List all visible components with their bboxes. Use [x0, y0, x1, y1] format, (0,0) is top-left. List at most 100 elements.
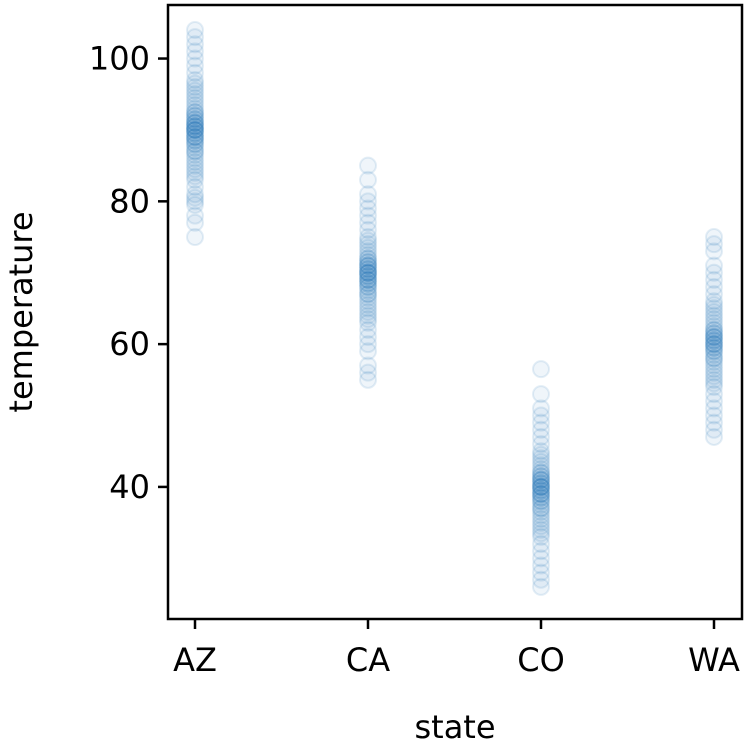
- data-point: [186, 35, 204, 54]
- data-point: [532, 481, 550, 500]
- data-point: [705, 292, 723, 311]
- data-point: [186, 70, 204, 89]
- data-point: [186, 103, 204, 122]
- data-point: [359, 278, 377, 297]
- data-point: [532, 420, 550, 439]
- data-point: [532, 535, 550, 554]
- data-point: [359, 270, 377, 289]
- data-point: [705, 349, 723, 368]
- data-point: [186, 160, 204, 179]
- data-point: [705, 338, 723, 357]
- data-point: [705, 327, 723, 346]
- data-point: [532, 406, 550, 425]
- data-point: [532, 495, 550, 514]
- data-point: [532, 442, 550, 461]
- data-point: [186, 195, 204, 214]
- data-point: [359, 288, 377, 307]
- data-point: [359, 306, 377, 325]
- data-point: [359, 263, 377, 282]
- data-point: [359, 363, 377, 382]
- data-point: [532, 513, 550, 532]
- data-point: [532, 556, 550, 575]
- data-point: [532, 488, 550, 507]
- data-point: [359, 192, 377, 211]
- data-point: [186, 81, 204, 100]
- data-point: [705, 356, 723, 375]
- data-point: [532, 506, 550, 525]
- data-point: [186, 88, 204, 107]
- data-point: [359, 213, 377, 232]
- data-point: [186, 103, 204, 122]
- data-point: [359, 335, 377, 354]
- data-point: [359, 256, 377, 275]
- data-point: [359, 342, 377, 361]
- data-point: [359, 295, 377, 314]
- points-layer: [186, 20, 723, 596]
- data-point: [705, 335, 723, 354]
- data-point: [705, 349, 723, 368]
- data-point: [532, 485, 550, 504]
- data-point: [532, 481, 550, 500]
- data-point: [186, 170, 204, 189]
- data-point: [359, 303, 377, 321]
- data-point: [532, 463, 550, 482]
- data-point: [186, 142, 204, 161]
- data-point: [186, 131, 204, 150]
- data-point: [705, 342, 723, 361]
- data-point: [532, 499, 550, 518]
- data-point: [186, 78, 204, 97]
- data-point: [186, 74, 204, 93]
- data-point: [359, 356, 377, 375]
- data-point: [359, 270, 377, 289]
- y-tick-label: 80: [109, 182, 150, 220]
- data-point: [359, 292, 377, 311]
- data-point: [705, 310, 723, 329]
- data-point: [359, 263, 377, 282]
- data-point: [359, 274, 377, 293]
- data-point: [359, 253, 377, 272]
- data-point: [705, 303, 723, 321]
- data-point: [186, 117, 204, 136]
- data-point: [186, 110, 204, 129]
- data-point: [186, 213, 204, 232]
- x-tick-label: CA: [346, 641, 390, 679]
- data-point: [186, 142, 204, 161]
- data-point: [705, 327, 723, 346]
- data-point: [186, 192, 204, 211]
- data-point: [532, 510, 550, 529]
- data-point: [186, 42, 204, 61]
- data-point: [359, 274, 377, 293]
- data-point: [186, 149, 204, 168]
- data-point: [359, 260, 377, 279]
- data-point: [359, 238, 377, 257]
- data-point: [186, 85, 204, 104]
- data-point: [359, 270, 377, 289]
- data-point: [186, 163, 204, 182]
- data-point: [186, 135, 204, 154]
- data-point: [705, 338, 723, 357]
- data-point: [705, 413, 723, 432]
- data-point: [532, 399, 550, 418]
- data-point: [186, 124, 204, 143]
- data-point: [705, 399, 723, 418]
- data-point: [186, 63, 204, 82]
- data-point: [705, 295, 723, 314]
- data-point: [532, 485, 550, 504]
- data-point: [186, 128, 204, 147]
- data-point: [359, 267, 377, 286]
- data-point: [532, 577, 550, 596]
- data-point: [705, 320, 723, 339]
- data-point: [705, 374, 723, 393]
- data-point: [705, 285, 723, 304]
- data-point: [532, 492, 550, 511]
- y-tick-label: 100: [89, 40, 150, 78]
- data-point: [186, 113, 204, 132]
- data-point: [705, 324, 723, 343]
- data-point: [186, 178, 204, 197]
- data-point: [186, 145, 204, 164]
- data-point: [532, 477, 550, 496]
- data-point: [705, 342, 723, 361]
- data-point: [359, 220, 377, 239]
- data-point: [705, 377, 723, 396]
- data-point: [186, 206, 204, 225]
